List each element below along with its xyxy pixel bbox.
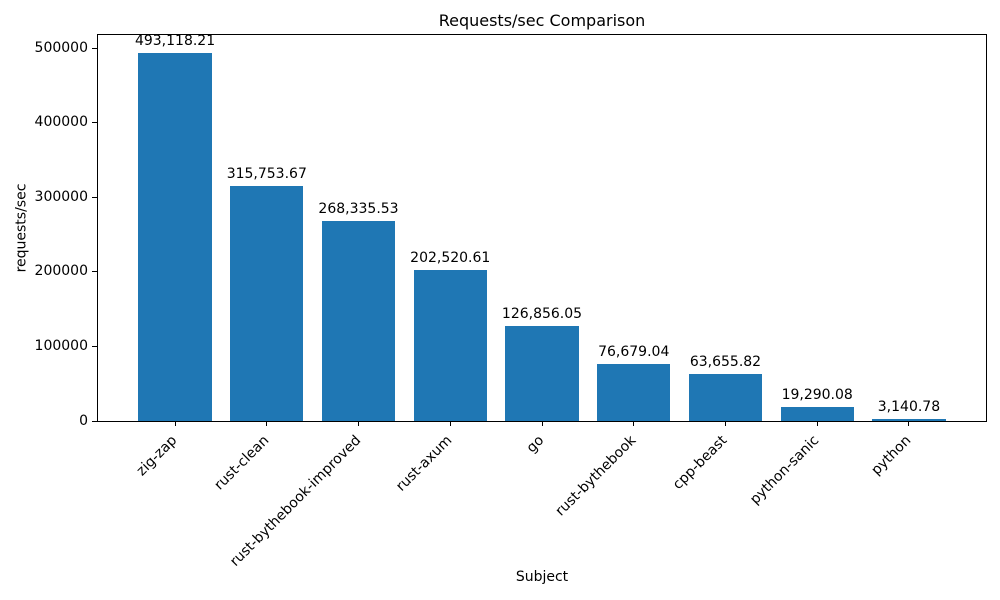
bar-value-label: 3,140.78	[877, 398, 941, 415]
bar-value-label: 19,290.08	[781, 386, 853, 403]
y-tick-label: 500000	[34, 39, 88, 56]
bar	[688, 373, 763, 421]
bar	[597, 363, 671, 421]
y-tick-label: 200000	[34, 263, 88, 280]
y-tick-label: 0	[79, 412, 88, 429]
x-tick	[449, 421, 451, 426]
x-tick	[174, 421, 176, 426]
x-tick-label: rust-clean	[211, 432, 273, 494]
y-tick-label: 400000	[34, 114, 88, 131]
plot-area: 0 100000 200000 300000 400000 500000 493,118.2…	[35, 33, 987, 570]
bar-value-label: 202,520.61	[410, 250, 491, 267]
bar	[505, 326, 579, 421]
y-tick-label: 100000	[34, 337, 88, 354]
x-tick	[358, 421, 360, 426]
x-tick	[816, 421, 818, 426]
x-tick	[908, 421, 910, 426]
bar	[872, 418, 946, 421]
y-tick	[92, 122, 97, 124]
x-tick-label: cpp-beast	[670, 432, 731, 493]
x-tick-label: python	[868, 432, 915, 479]
chart-title: Requests/sec Comparison	[438, 11, 646, 30]
x-tick-label: zig-zap	[133, 432, 181, 480]
x-tick	[541, 421, 543, 426]
bar-value-label: 126,856.05	[501, 306, 583, 323]
x-tick-label: python-sanic	[747, 432, 823, 508]
y-tick	[92, 47, 97, 49]
bar	[413, 270, 487, 421]
x-tick-label: rust-bythebook	[552, 432, 640, 520]
bar	[230, 185, 304, 421]
bar	[780, 406, 854, 421]
y-tick	[92, 420, 97, 422]
x-tick	[724, 421, 726, 426]
bar-value-label: 315,753.67	[226, 165, 307, 182]
y-tick	[92, 271, 97, 273]
x-tick	[266, 421, 268, 426]
x-tick	[633, 421, 635, 426]
bar-value-label: 493,118.21	[134, 33, 216, 50]
bar	[138, 53, 212, 421]
bar	[321, 220, 396, 421]
x-tick-label: go	[523, 432, 548, 457]
y-tick	[92, 196, 97, 198]
x-tick-label: rust-axum	[393, 432, 456, 495]
bar-value-label: 268,335.53	[318, 200, 399, 217]
bar-value-label: 63,655.82	[689, 353, 762, 370]
x-axis-label: Subject	[515, 569, 569, 585]
y-tick	[92, 345, 97, 347]
bar-value-label: 76,679.04	[598, 343, 670, 360]
y-tick-label: 300000	[34, 188, 88, 205]
